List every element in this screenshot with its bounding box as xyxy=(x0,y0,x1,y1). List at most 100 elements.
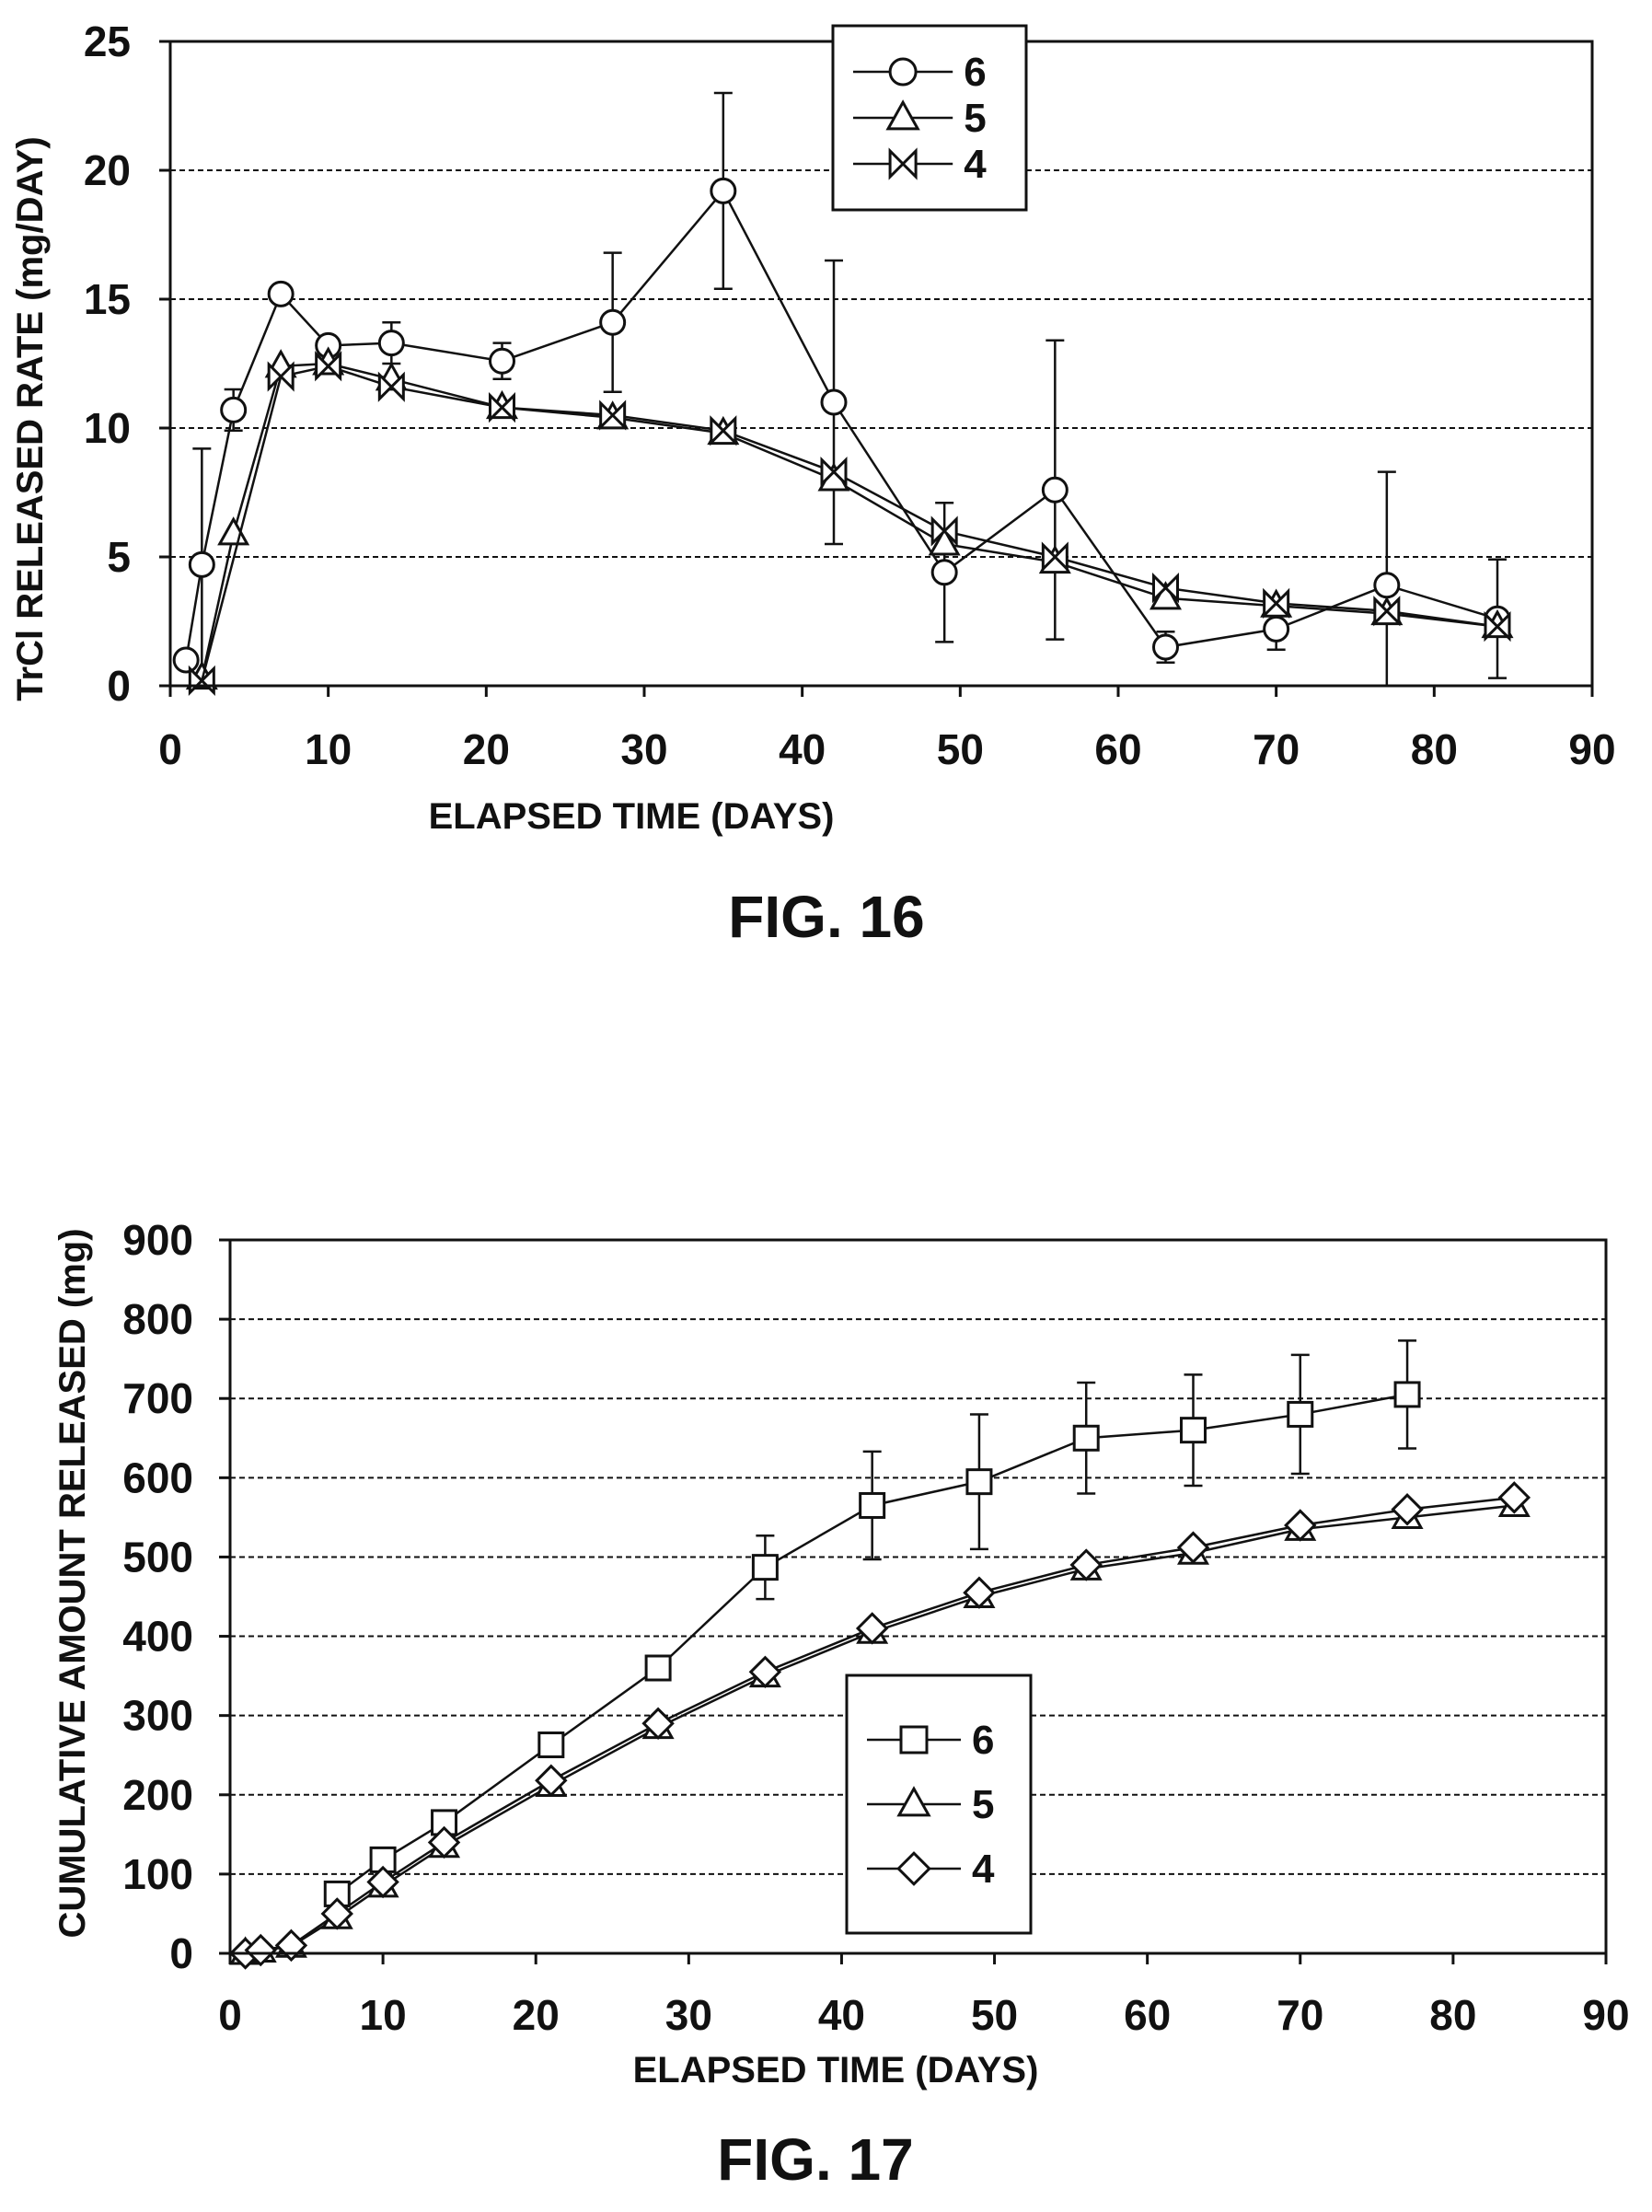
chart-fig17-y-ticks: 0 100 200 300 400 500 600 700 800 900 xyxy=(122,1216,230,1977)
chart-fig17-x-ticks: 0 10 20 30 40 50 60 70 80 90 xyxy=(218,1953,1630,2039)
legend-item: 5 xyxy=(867,1782,994,1827)
x-tick-label: 20 xyxy=(463,725,510,773)
data-point xyxy=(820,388,848,416)
legend-label: 6 xyxy=(972,1718,994,1763)
data-point xyxy=(963,1576,996,1609)
data-point xyxy=(710,415,737,446)
data-point xyxy=(489,391,515,423)
data-point xyxy=(930,559,958,586)
data-point xyxy=(1263,615,1290,643)
series-6 xyxy=(172,177,1511,674)
chart-fig16-y-axis-title: TrCl RELEASED RATE (mg/DAY) xyxy=(10,136,51,701)
data-point xyxy=(1180,1417,1207,1444)
x-tick-label: 70 xyxy=(1253,725,1300,773)
y-tick-label: 5 xyxy=(107,533,131,581)
data-point xyxy=(1072,1424,1100,1452)
legend-item: 5 xyxy=(853,96,987,141)
chart-fig17-grid xyxy=(230,1318,1606,1875)
chart-fig16-series xyxy=(172,177,1514,697)
data-point xyxy=(820,456,848,488)
x-tick-label: 90 xyxy=(1568,725,1615,773)
y-tick-label: 200 xyxy=(122,1771,193,1819)
data-point xyxy=(377,371,405,402)
chart-fig16-figure-label: FIG. 16 xyxy=(728,884,924,950)
legend-item: 4 xyxy=(867,1847,995,1892)
y-tick-label: 25 xyxy=(84,17,131,65)
data-point xyxy=(489,347,515,375)
x-tick-label: 50 xyxy=(937,725,984,773)
data-point xyxy=(599,308,627,336)
legend-marker xyxy=(896,1851,931,1886)
legend-marker xyxy=(888,147,918,180)
y-tick-label: 20 xyxy=(84,146,131,194)
data-point xyxy=(855,1612,889,1645)
series-4 xyxy=(188,351,1511,697)
legend-item: 6 xyxy=(867,1718,994,1763)
legend-marker xyxy=(888,57,918,87)
x-tick-label: 30 xyxy=(665,1991,712,2039)
data-point xyxy=(1263,587,1290,620)
data-point xyxy=(427,1825,461,1859)
chart-fig16-x-axis-title: ELAPSED TIME (DAYS) xyxy=(429,796,835,837)
data-point xyxy=(1497,1481,1531,1514)
data-point xyxy=(1041,476,1069,504)
data-point xyxy=(1041,541,1069,573)
series-line xyxy=(184,189,1498,661)
x-tick-label: 40 xyxy=(779,725,826,773)
data-point xyxy=(366,1865,399,1899)
legend-item: 4 xyxy=(853,142,987,187)
chart-fig16-y-ticks: 0 5 10 15 20 25 xyxy=(84,17,170,710)
legend-label: 5 xyxy=(972,1782,994,1827)
series-line xyxy=(245,1504,1515,1955)
data-point xyxy=(1152,633,1179,661)
data-point xyxy=(965,1468,993,1496)
series-5 xyxy=(185,346,1514,690)
chart-fig16-x-ticks: 0 10 20 30 40 50 60 70 80 90 xyxy=(158,686,1616,773)
y-tick-label: 800 xyxy=(122,1295,193,1343)
chart-fig17-x-axis-title: ELAPSED TIME (DAYS) xyxy=(633,2050,1039,2090)
data-point xyxy=(1152,572,1179,604)
x-tick-label: 60 xyxy=(1094,725,1141,773)
data-point xyxy=(1373,596,1401,627)
x-tick-label: 80 xyxy=(1411,725,1458,773)
legend-marker xyxy=(885,99,920,131)
data-point xyxy=(1176,1531,1210,1564)
x-tick-label: 0 xyxy=(218,1991,242,2039)
chart-fig17-error-bars xyxy=(649,1339,1417,1679)
legend-item: 6 xyxy=(853,50,987,95)
data-point xyxy=(267,280,295,307)
y-tick-label: 0 xyxy=(107,662,131,710)
series-line xyxy=(201,365,1498,681)
y-tick-label: 0 xyxy=(169,1929,193,1977)
data-point xyxy=(748,1655,782,1689)
data-point xyxy=(188,550,215,578)
y-tick-label: 900 xyxy=(122,1216,193,1264)
data-point xyxy=(220,396,248,423)
data-point xyxy=(320,1897,353,1930)
chart-fig17-figure-label: FIG. 17 xyxy=(717,2126,913,2193)
legend-label: 4 xyxy=(964,142,987,187)
series-line xyxy=(245,1496,1515,1955)
legend-label: 5 xyxy=(964,96,986,141)
chart-fig16-legend: 654 xyxy=(831,24,1028,212)
data-point xyxy=(537,1731,565,1759)
data-point xyxy=(928,527,961,556)
y-tick-label: 15 xyxy=(84,275,131,323)
data-point xyxy=(859,1491,886,1519)
x-tick-label: 60 xyxy=(1124,1991,1171,2039)
data-point xyxy=(535,1764,568,1797)
chart-fig17: 0 10 20 30 40 50 60 70 80 90 0 100 200 300 400 500 600 7… xyxy=(52,1216,1630,2193)
data-point xyxy=(599,400,627,431)
data-point xyxy=(751,1554,779,1581)
data-point xyxy=(315,351,342,382)
data-point xyxy=(1284,1509,1317,1542)
y-tick-label: 400 xyxy=(122,1613,193,1661)
x-tick-label: 40 xyxy=(818,1991,865,2039)
data-point xyxy=(1287,1400,1314,1428)
y-tick-label: 700 xyxy=(122,1374,193,1422)
series-6 xyxy=(323,1381,1421,1907)
data-point xyxy=(1391,1493,1424,1526)
data-point xyxy=(267,361,295,392)
data-point xyxy=(244,1933,277,1967)
x-tick-label: 30 xyxy=(620,725,667,773)
